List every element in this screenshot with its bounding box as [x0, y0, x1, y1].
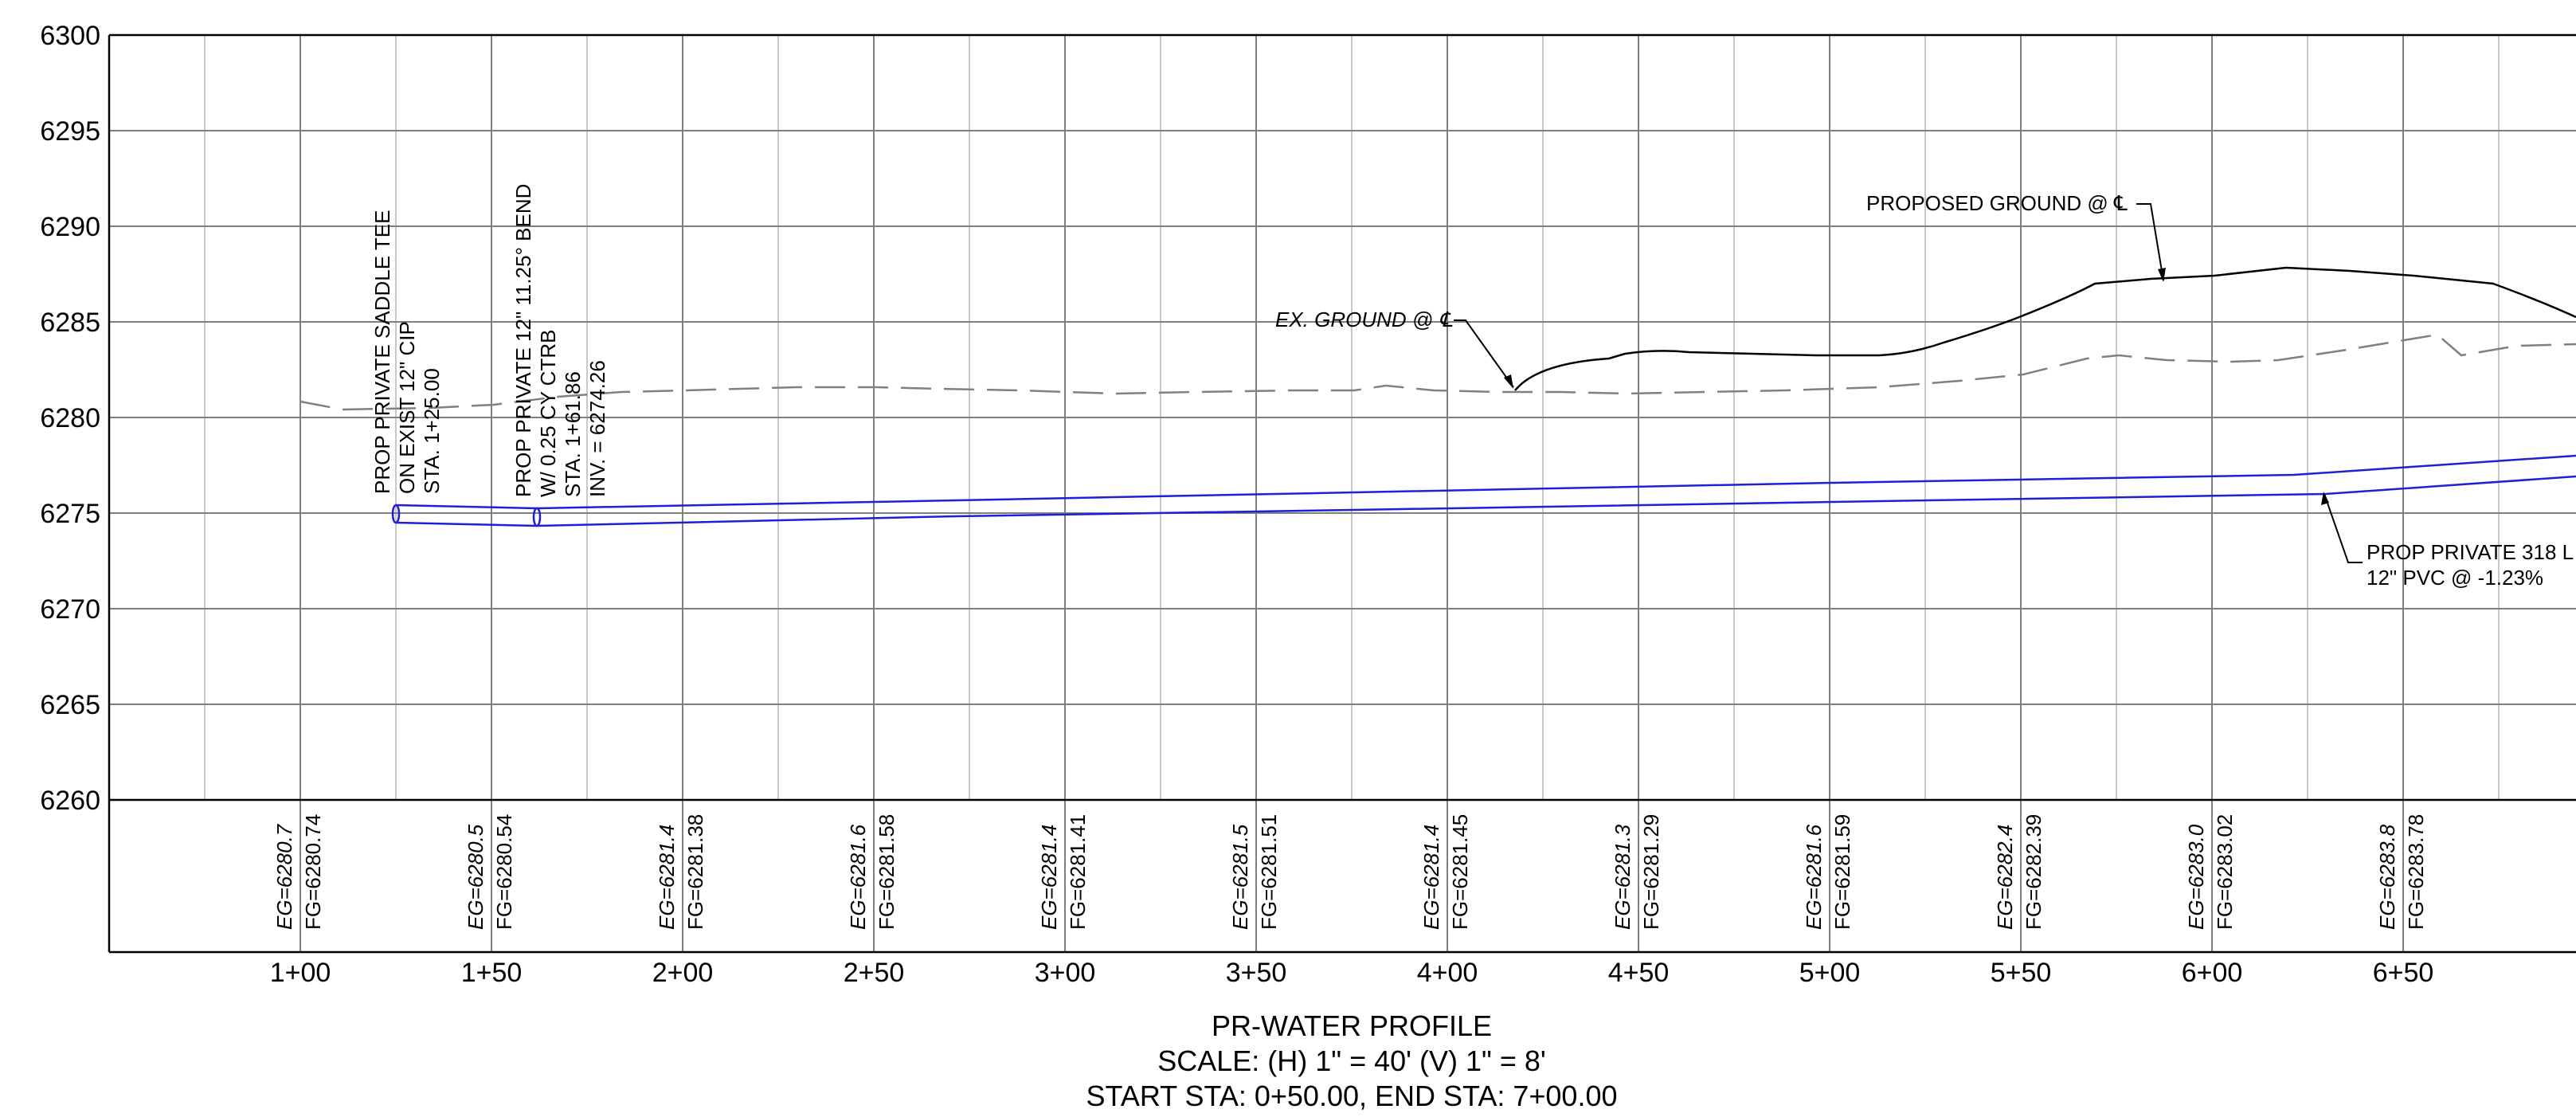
eg-readout: EG=6281.6 — [1802, 824, 1826, 930]
bend-callout: PROP PRIVATE 12" 11.25° BEND W/ 0.25 CY … — [511, 184, 609, 497]
fg-readout: FG=6281.51 — [1257, 814, 1281, 930]
station-tick: 5+00 — [1799, 958, 1861, 988]
fg-readout: FG=6282.39 — [2022, 814, 2046, 930]
existing-ground-line — [299, 333, 2576, 411]
fg-readout: FG=6281.58 — [875, 814, 898, 930]
eg-readout: EG=6280.5 — [464, 824, 487, 930]
leader-arrowhead — [2158, 268, 2166, 282]
station-tick: 2+50 — [844, 958, 905, 988]
fg-readout: FG=6283.02 — [2213, 814, 2237, 930]
station-tick: 6+50 — [2373, 958, 2434, 988]
bend-line-3: STA. 1+61.86 — [561, 371, 585, 497]
station-tick: 1+00 — [270, 958, 331, 988]
bend-fitting — [532, 507, 542, 527]
profile-station-range: START STA: 0+50.00, END STA: 7+00.00 — [1086, 1080, 1617, 1112]
pipe-run-line-1: PROP PRIVATE 318 L — [2367, 540, 2574, 564]
elevation-tick: 6295 — [40, 116, 100, 147]
eg-readout: EG=6283.8 — [2375, 824, 2399, 930]
bend-line-1: PROP PRIVATE 12" 11.25° BEND — [511, 184, 535, 497]
eg-readout: EG=6281.4 — [1037, 825, 1061, 930]
fg-readout: FG=6281.59 — [1830, 814, 1854, 930]
profile-title: PR-WATER PROFILE — [1212, 1009, 1492, 1042]
station-tick: 6+00 — [2182, 958, 2243, 988]
leader-arrowhead — [2321, 492, 2329, 505]
eg-readout: EG=6282.4 — [1993, 825, 2017, 930]
existing-ground-leader — [1454, 319, 1514, 388]
elevation-tick: 6285 — [40, 308, 100, 338]
profile-grid — [108, 33, 2576, 954]
station-tick: 3+50 — [1226, 958, 1287, 988]
eg-readout: EG=6281.5 — [1228, 824, 1252, 930]
station-tick: 5+50 — [1991, 958, 2052, 988]
fg-readout: FG=6281.45 — [1448, 814, 1472, 930]
profile-scale: SCALE: (H) 1" = 40' (V) 1" = 8' — [1157, 1044, 1546, 1077]
station-elevation-readouts: EG=6280.7 FG=6280.74 EG=6280.5 FG=6280.5… — [272, 814, 2428, 930]
fg-readout: FG=6281.41 — [1066, 814, 1090, 930]
eg-readout: EG=6283.0 — [2184, 824, 2208, 930]
station-tick: 4+00 — [1417, 958, 1478, 988]
elevation-tick: 6270 — [40, 594, 100, 625]
saddle-tee-callout: PROP PRIVATE SADDLE TEE ON EXIST 12" CIP… — [370, 210, 444, 494]
proposed-ground-leader — [2136, 203, 2164, 281]
proposed-ground-callout: PROPOSED GROUND @ ℄ — [1866, 191, 2166, 282]
proposed-pipe — [391, 454, 2576, 527]
eg-readout: EG=6281.6 — [846, 824, 870, 930]
station-axis: 1+00 1+50 2+00 2+50 3+00 3+50 4+00 4+50 … — [270, 958, 2434, 988]
leader-arrowhead — [1504, 374, 1513, 389]
elevation-tick: 6300 — [40, 21, 100, 51]
bend-line-4: INV. = 6274.26 — [585, 360, 609, 497]
eg-readout: EG=6281.3 — [1611, 824, 1634, 930]
saddle-tee-fitting — [391, 504, 401, 524]
pipe-run-leader — [2323, 493, 2363, 563]
saddle-tee-line-3: STA. 1+25.00 — [420, 368, 444, 494]
elevation-tick: 6265 — [40, 690, 100, 720]
fg-readout: FG=6281.29 — [1639, 814, 1663, 930]
existing-ground-label: EX. GROUND @ ℄ — [1275, 308, 1454, 331]
fg-readout: FG=6283.78 — [2404, 814, 2428, 930]
elevation-gridlines — [109, 130, 2576, 705]
bend-line-2: W/ 0.25 CY CTRB — [536, 330, 560, 497]
station-tick: 3+00 — [1035, 958, 1096, 988]
proposed-ground-line — [1514, 266, 2576, 391]
saddle-tee-line-2: ON EXIST 12" CIP — [395, 321, 419, 494]
pipe-run-callout: PROP PRIVATE 318 L 12" PVC @ -1.23% — [2321, 492, 2574, 590]
fg-readout: FG=6281.38 — [683, 814, 707, 930]
elevation-tick: 6275 — [40, 499, 100, 529]
station-tick: 4+50 — [1608, 958, 1670, 988]
eg-readout: EG=6280.7 — [272, 823, 296, 930]
saddle-tee-line-1: PROP PRIVATE SADDLE TEE — [370, 210, 394, 494]
pipe-bottom-line — [395, 475, 2576, 527]
elevation-tick: 6260 — [40, 786, 100, 816]
profile-frame — [108, 33, 2576, 954]
pipe-run-line-2: 12" PVC @ -1.23% — [2367, 566, 2543, 590]
existing-ground-callout: EX. GROUND @ ℄ — [1275, 308, 1514, 389]
pipe-top-line — [395, 454, 2576, 510]
eg-readout: EG=6281.4 — [1419, 825, 1443, 930]
station-tick: 1+50 — [461, 958, 523, 988]
elevation-tick: 6290 — [40, 212, 100, 242]
profile-title-block: PR-WATER PROFILE SCALE: (H) 1" = 40' (V)… — [1086, 1009, 1617, 1112]
fg-readout: FG=6280.54 — [492, 814, 516, 930]
fg-readout: FG=6280.74 — [301, 814, 325, 930]
station-tick: 2+00 — [652, 958, 714, 988]
elevation-tick: 6280 — [40, 403, 100, 433]
elevation-axis: 6300 6295 6290 6285 6280 6275 6270 6265 … — [40, 21, 100, 816]
eg-readout: EG=6281.4 — [655, 825, 679, 930]
proposed-ground-label: PROPOSED GROUND @ ℄ — [1866, 191, 2128, 215]
